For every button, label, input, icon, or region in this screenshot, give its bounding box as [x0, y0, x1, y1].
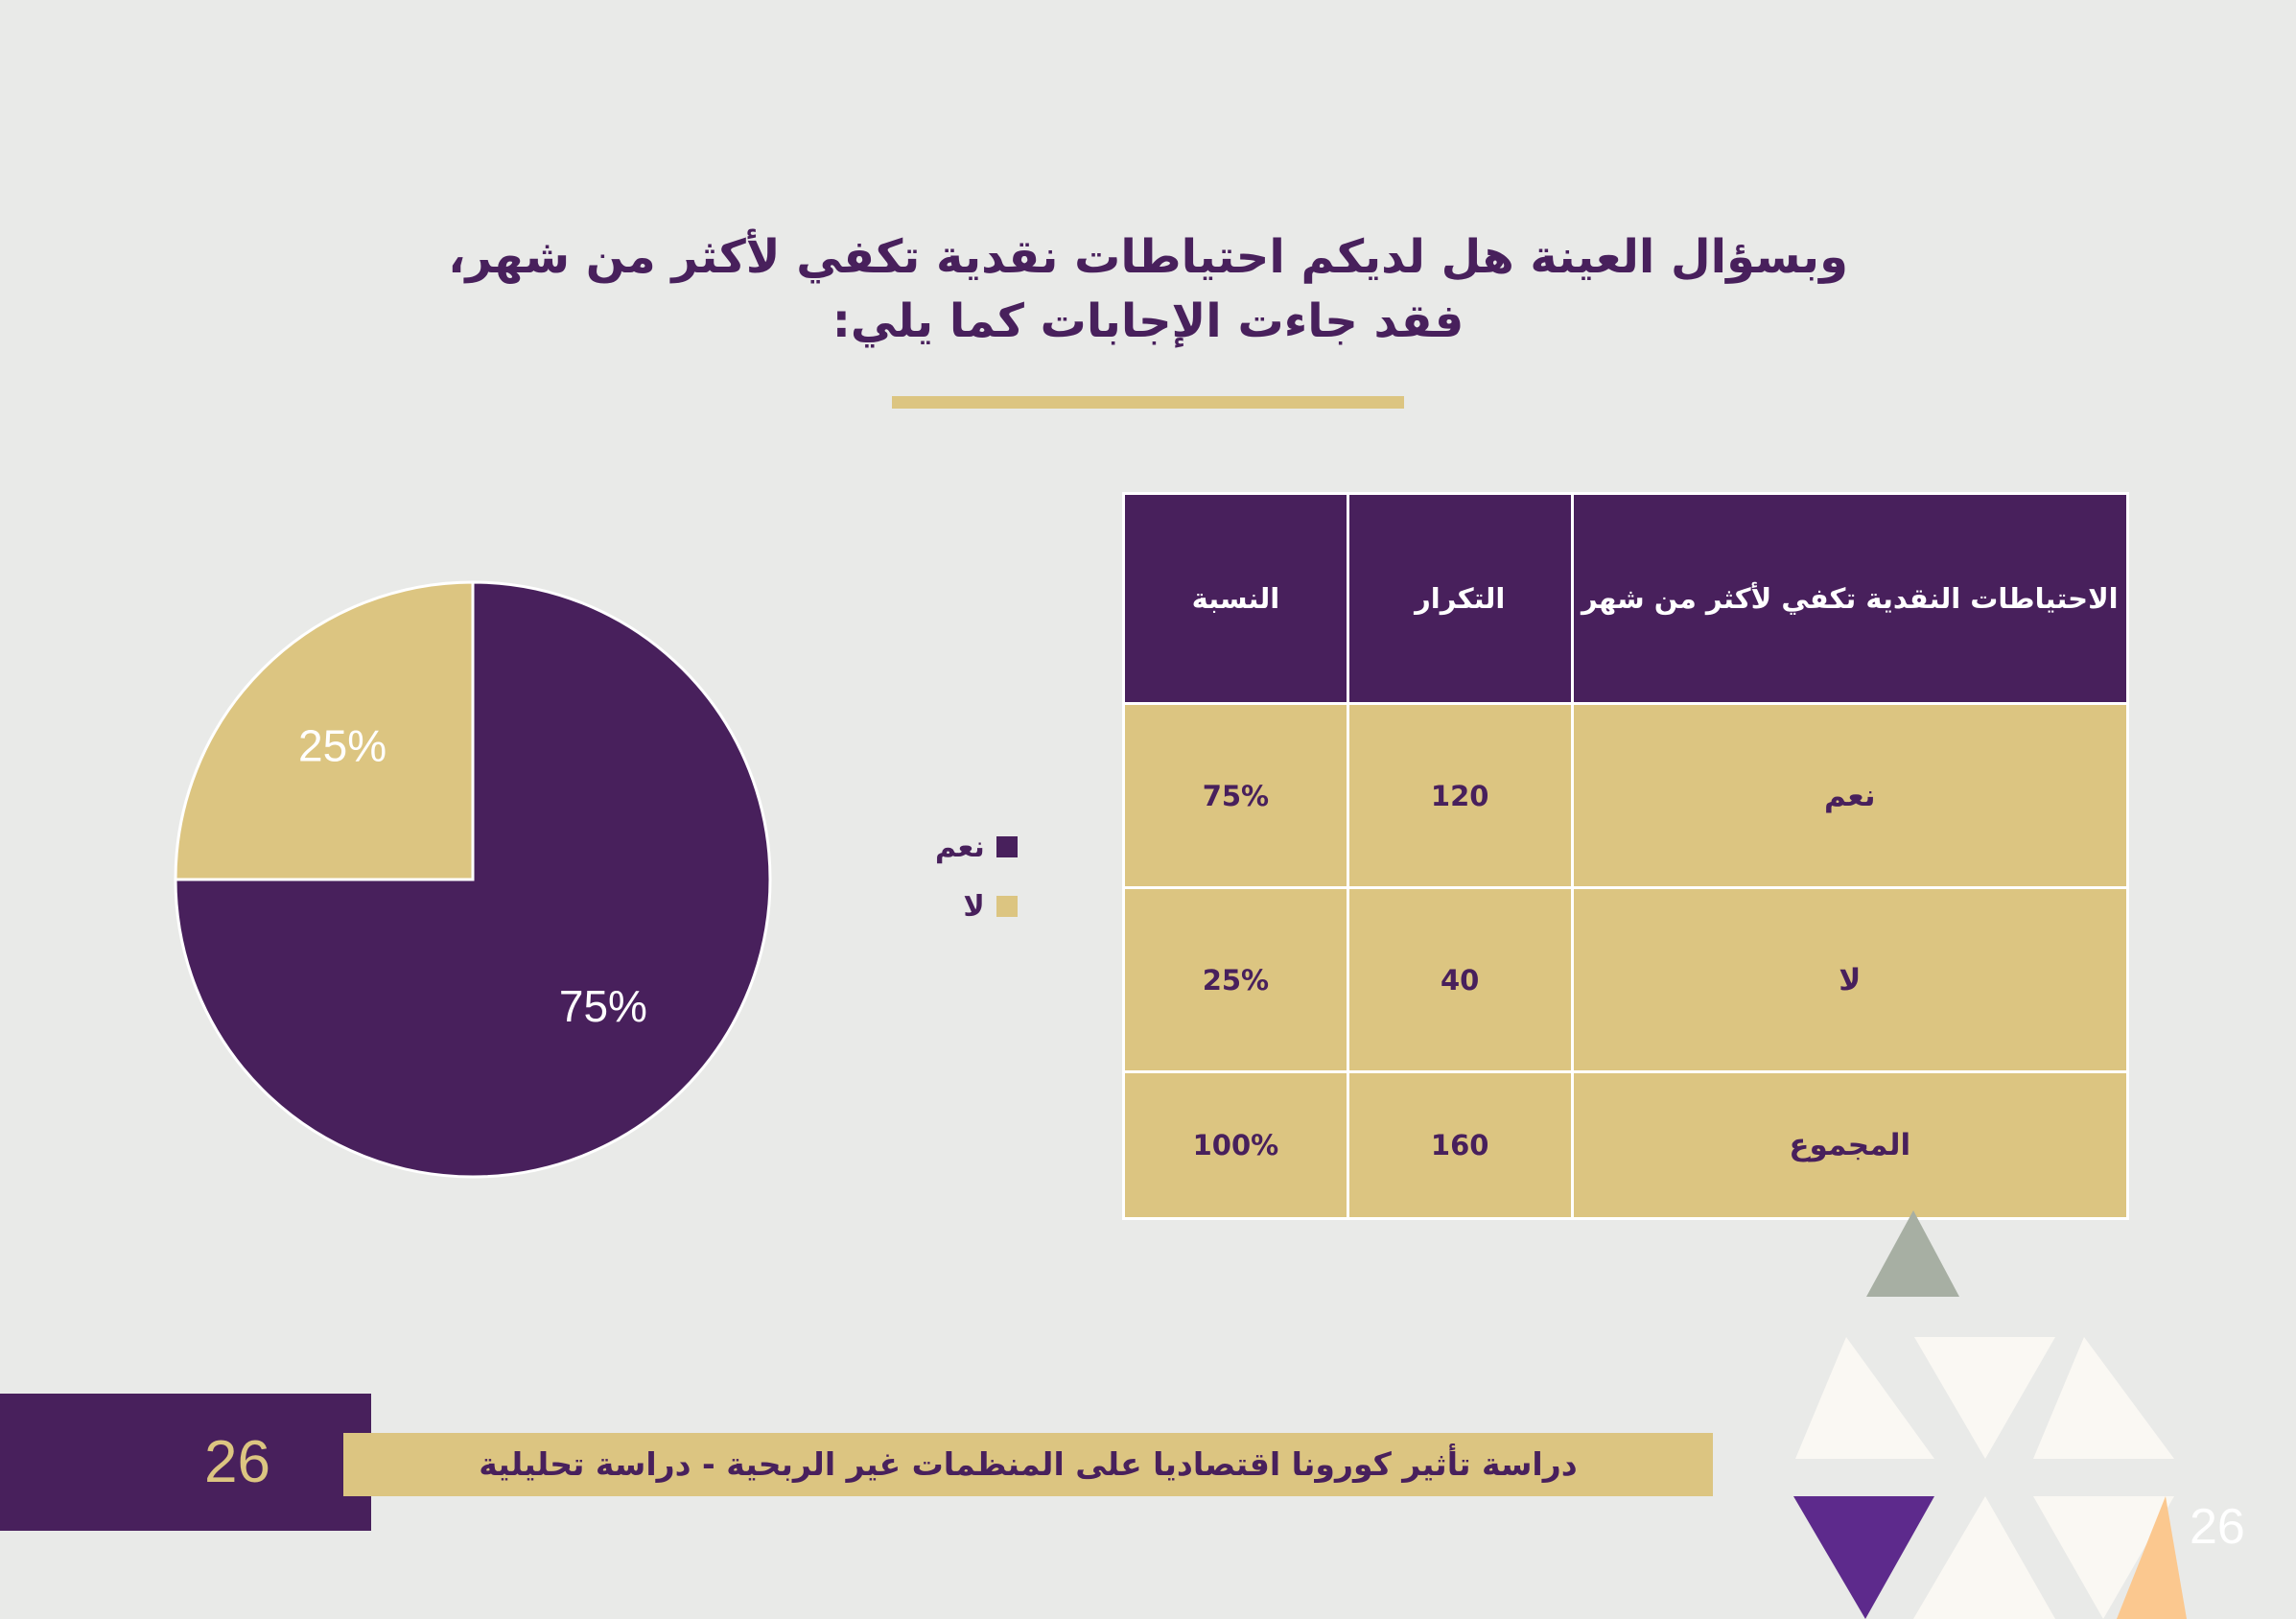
heading-divider	[892, 396, 1404, 409]
pie-slice-1	[174, 580, 475, 881]
header-reserves: الاحتياطات النقدية تكفي لأكثر من شهر	[1570, 492, 2130, 705]
table-row: لا 40 25%	[1122, 886, 2130, 1073]
pie-slice-label-1: 25%	[298, 720, 387, 770]
footer-title: دراسة تأثير كورونا اقتصاديا على المنظمات…	[343, 1433, 1713, 1496]
legend-item-no: لا	[935, 887, 1018, 926]
legend-swatch-no	[996, 896, 1018, 917]
cell-answer: لا	[1570, 886, 2130, 1073]
deco-triangle	[1913, 1496, 2055, 1619]
results-table: الاحتياطات النقدية تكفي لأكثر من شهر الت…	[1122, 492, 2130, 1220]
footer-page-block	[0, 1394, 371, 1531]
legend-swatch-yes	[996, 836, 1018, 857]
legend-label-no: لا	[963, 889, 985, 924]
cell-total-percentage: 100%	[1122, 1070, 1349, 1220]
deco-triangle	[1914, 1337, 2055, 1459]
deco-triangle	[1795, 1337, 1934, 1459]
heading-line-2: فقد جاءت الإجابات كما يلي:	[832, 294, 1464, 348]
decorative-triangles	[1793, 1210, 2187, 1619]
deco-triangle	[1866, 1210, 1959, 1297]
table-row: نعم 120 75%	[1122, 702, 2130, 889]
cell-percentage: 75%	[1122, 702, 1349, 889]
header-frequency: التكرار	[1346, 492, 1574, 705]
deco-triangle	[2117, 1496, 2187, 1619]
cell-answer: نعم	[1570, 702, 2130, 889]
chart-legend: نعم لا	[935, 828, 1018, 947]
table-header-row: الاحتياطات النقدية تكفي لأكثر من شهر الت…	[1122, 492, 2130, 705]
table-row-total: المجموع 160 100%	[1122, 1070, 2130, 1220]
deco-triangle	[2033, 1337, 2174, 1459]
pie-chart: 75% 25%	[174, 580, 772, 1179]
cell-percentage: 25%	[1122, 886, 1349, 1073]
heading-line-1: وبسؤال العينة هل لديكم احتياطات نقدية تك…	[448, 230, 1848, 284]
legend-item-yes: نعم	[935, 828, 1018, 866]
footer-page-number: 26	[204, 1429, 270, 1495]
corner-page-number: 26	[2190, 1499, 2245, 1555]
deco-triangle	[2033, 1496, 2174, 1619]
deco-triangle	[1793, 1496, 1934, 1619]
cell-total-frequency: 160	[1346, 1070, 1574, 1220]
cell-total-label: المجموع	[1570, 1070, 2130, 1220]
pie-slice-label-0: 75%	[559, 981, 647, 1031]
legend-label-yes: نعم	[935, 830, 985, 864]
pie-slice-0	[174, 580, 772, 1179]
header-percentage: النسبة	[1122, 492, 1349, 705]
cell-frequency: 120	[1346, 702, 1574, 889]
cell-frequency: 40	[1346, 886, 1574, 1073]
page-heading: وبسؤال العينة هل لديكم احتياطات نقدية تك…	[0, 225, 2296, 354]
